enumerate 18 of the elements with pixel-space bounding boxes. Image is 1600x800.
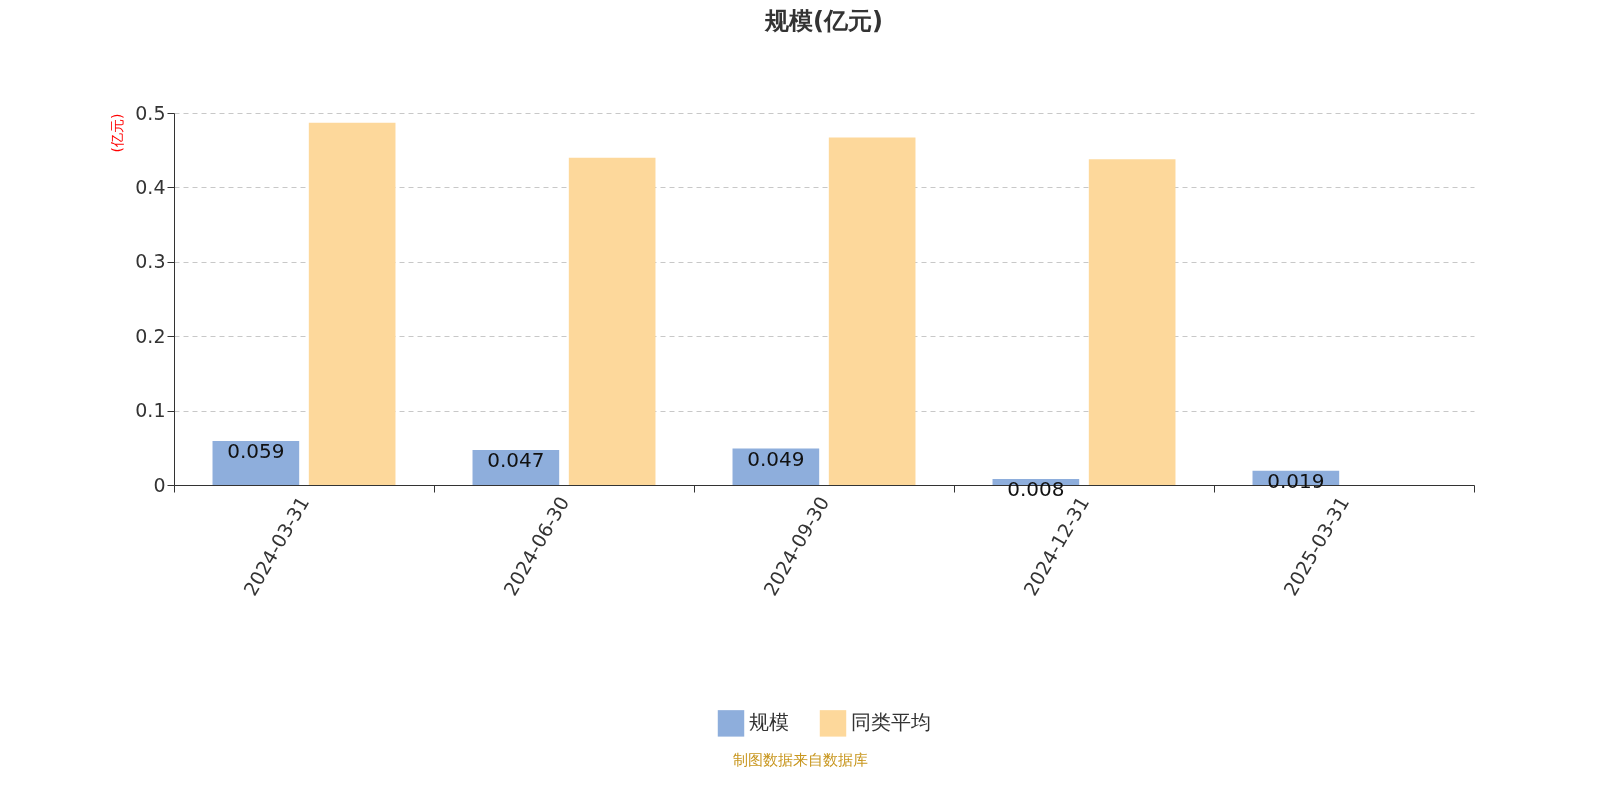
bar xyxy=(568,157,656,485)
bar xyxy=(1088,159,1176,485)
data-label: 0.049 xyxy=(747,446,805,471)
y-tick-label: 0.1 xyxy=(135,399,166,422)
bar xyxy=(308,122,396,485)
chart-title: 规模(亿元) xyxy=(764,7,883,35)
y-tick-label: 0.4 xyxy=(135,175,166,198)
y-tick-label: 0.3 xyxy=(135,250,166,273)
legend-label: 同类平均 xyxy=(851,710,931,735)
data-label: 0.047 xyxy=(487,448,545,473)
y-axis-title: (亿元) xyxy=(109,113,126,153)
bar xyxy=(828,137,916,485)
y-tick-label: 0.5 xyxy=(135,101,166,124)
y-tick-label: 0.2 xyxy=(135,324,166,347)
data-label: 0.059 xyxy=(227,439,285,464)
y-tick-label: 0 xyxy=(153,473,166,496)
legend-label: 规模 xyxy=(749,710,789,735)
text: 制图数据来自数据库 xyxy=(731,751,869,770)
